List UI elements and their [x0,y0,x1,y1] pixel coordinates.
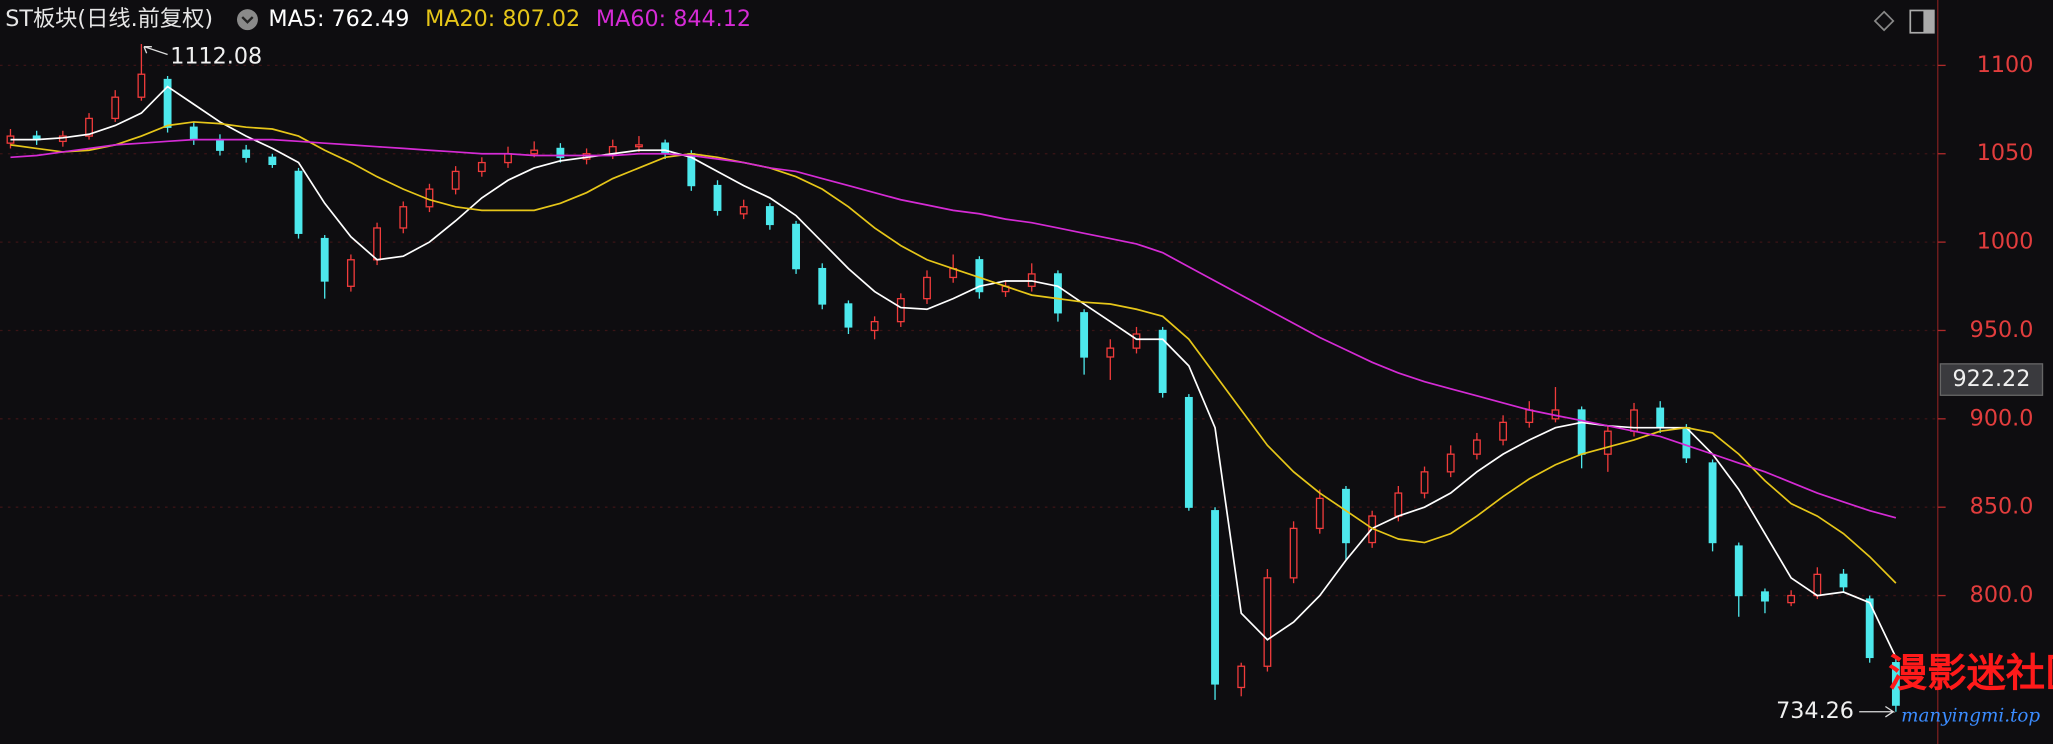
candle-body [1761,591,1769,602]
y-tick-label: 850.0 [1970,494,2034,520]
ma-line [10,138,1897,519]
candle-body [870,320,879,332]
candle-body [635,144,643,148]
candle-body [1184,396,1193,508]
panel-toggle-fill [1923,10,1934,33]
annotation-arrow [1859,705,1896,718]
y-tick-label: 1000 [1977,229,2034,255]
candle-body [1315,497,1324,530]
candle-body [189,126,198,141]
y-tick-label: 800.0 [1970,582,2034,608]
candle-body [530,149,539,155]
ma-line [10,85,1897,658]
candle-body [1263,577,1272,667]
dropdown-button[interactable] [236,9,258,31]
candle-body [765,206,774,226]
candle-body [739,206,748,215]
candle-body [1394,492,1403,517]
candle-body [1603,430,1612,455]
candle-body [818,267,827,305]
y-tick-label: 1100 [1977,52,2034,78]
candle-body [1158,329,1167,393]
candle-body [1106,347,1115,358]
candle-body [1787,594,1796,604]
annotation: 734.26 [1776,698,1854,724]
candle-body [556,147,565,158]
candle-body [504,153,512,164]
candle-body [1132,333,1141,349]
candle-body [111,96,120,120]
last-price-label: 922.22 [1953,366,2031,392]
candle-body [294,170,303,234]
candle-body [163,78,172,128]
candle-body [1289,527,1298,579]
y-tick-label: 950.0 [1970,317,2034,343]
candle-body [1446,453,1455,473]
candle-body [1891,662,1900,706]
candle-body [268,156,277,166]
candle-body [1577,409,1586,455]
candle-body [1865,598,1874,659]
candle-body [1682,427,1691,459]
candle-body [1499,421,1508,441]
y-tick-label: 900.0 [1970,405,2034,431]
candle-body [1813,573,1822,597]
candle-body [1237,665,1246,689]
y-tick-label: 1050 [1977,140,2034,166]
candle-body [399,206,408,229]
candle-body [346,259,355,287]
legend-entry: MA60: 844.12 [596,6,751,32]
candle-body [1080,312,1089,358]
legend-entry: MA20: 807.02 [425,6,580,32]
candle-body [923,276,931,300]
candle-body [1839,573,1848,588]
legend-entry: MA5: 762.49 [268,6,409,32]
candle-body [137,73,146,98]
candle-body [896,298,905,323]
candle-body [320,237,329,282]
watermark-url: manyingmi.top [1901,705,2040,726]
draw-tool-icon[interactable] [1873,10,1895,32]
legend: MA5: 762.49 MA20: 807.02 MA60: 844.12 [268,6,751,32]
candle-body [373,227,382,261]
candle-body [1734,545,1743,597]
annotation-arrow [143,46,168,56]
candle-body [713,184,722,211]
candle-body [1708,462,1717,544]
chart-title: ST板块(日线.前复权) [5,6,213,32]
candle-body [1420,471,1429,494]
candle-body [844,303,853,328]
candle-body [451,170,460,190]
dropdown-arrow [241,16,254,24]
candle-body [1027,273,1036,287]
candle-body [1525,409,1534,424]
candle-body [242,149,251,158]
candle-body [1656,407,1665,429]
candle-body [1053,273,1062,314]
candle-body [792,223,800,270]
candle-body [1342,488,1350,544]
candle-body [216,138,224,151]
candle-body [85,117,93,137]
candle-body [661,142,670,155]
candle-body [1472,439,1481,455]
last-price-box [1939,363,2044,396]
annotation: 1112.08 [170,44,262,70]
candle-body [477,161,486,173]
candle-body [1211,510,1219,685]
watermark: 漫影迷社区 [1888,651,2053,696]
ma-line [10,121,1897,584]
